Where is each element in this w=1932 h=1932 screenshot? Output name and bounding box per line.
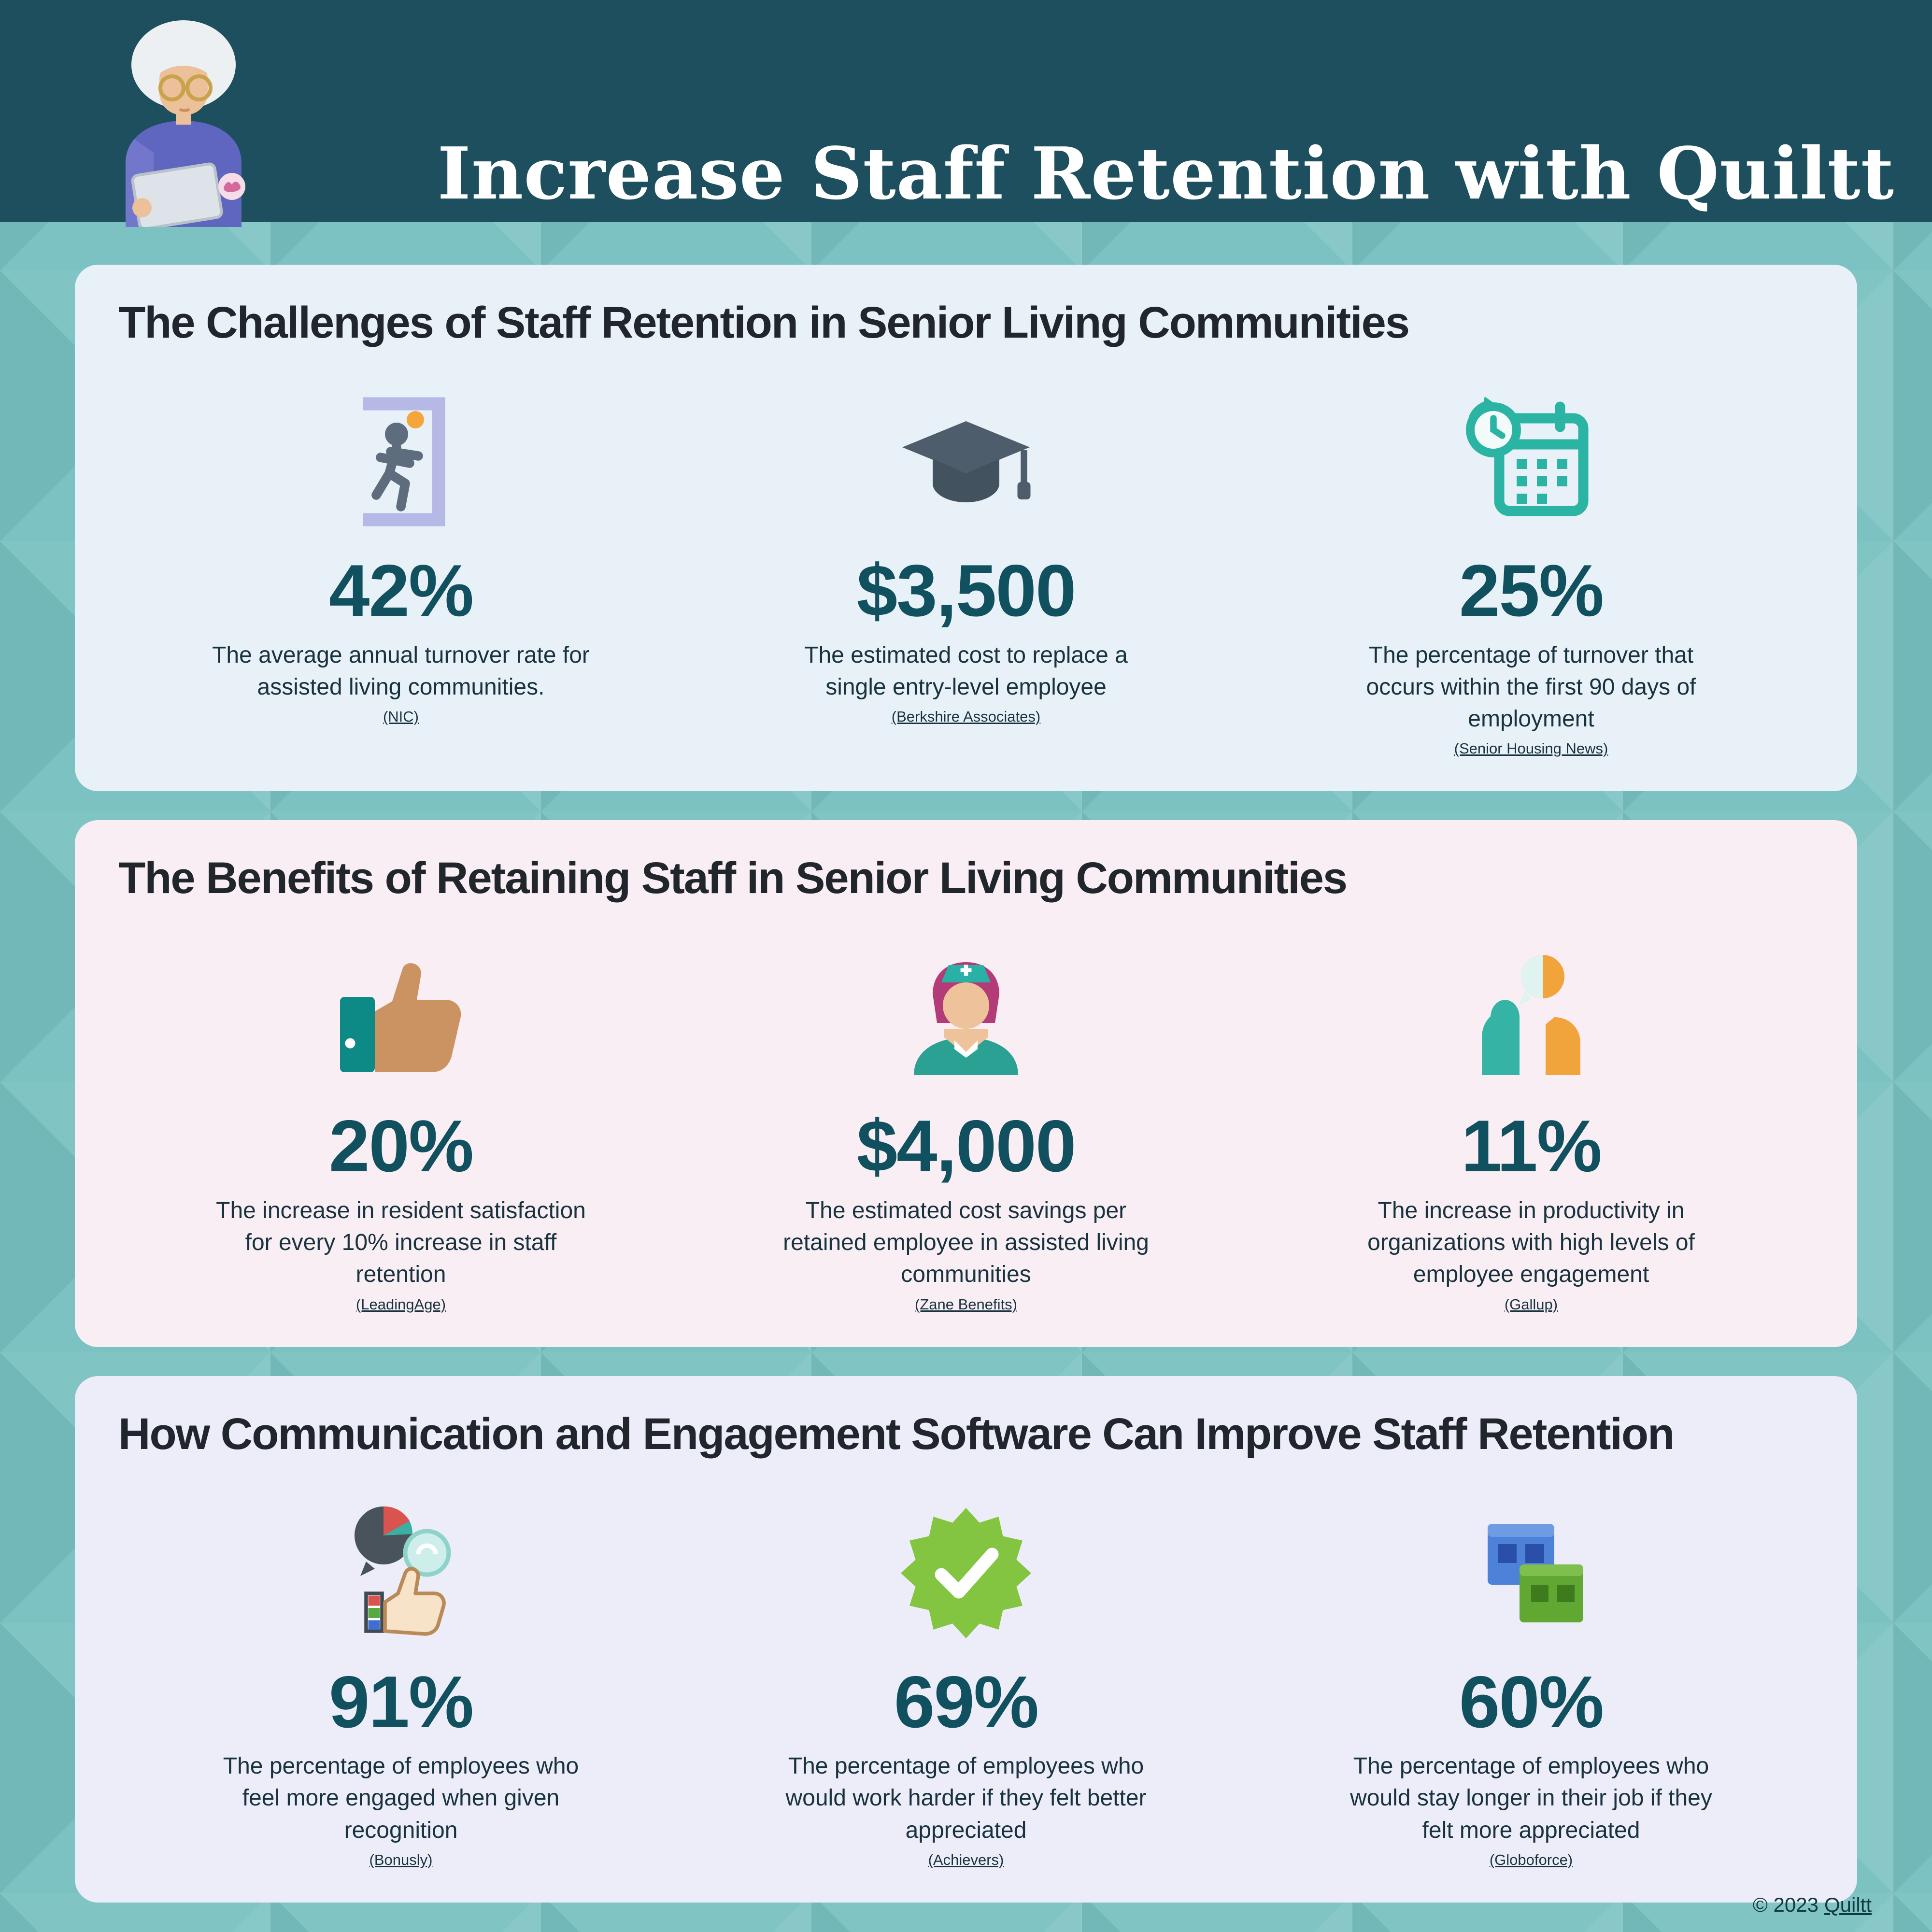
stat-cost-savings: $4,000 The estimated cost savings per re… <box>683 938 1249 1313</box>
conversation-icon <box>1459 938 1604 1090</box>
section-software: How Communication and Engagement Softwar… <box>75 1376 1857 1903</box>
section-benefits: The Benefits of Retaining Staff in Senio… <box>75 820 1857 1347</box>
stat-value: 11% <box>1461 1105 1602 1188</box>
stat-description: The percentage of employees who feel mor… <box>223 1753 579 1843</box>
stat-source-link[interactable]: (LeadingAge) <box>355 1295 446 1313</box>
section-software-title: How Communication and Engagement Softwar… <box>118 1409 1675 1459</box>
nurse-icon <box>894 938 1038 1090</box>
stat-work-harder: 69% The percentage of employees who woul… <box>683 1493 1249 1869</box>
footer: © 2023 Quiltt <box>1753 1893 1872 1917</box>
stat-description: The average annual turnover rate for ass… <box>212 642 590 700</box>
section-benefits-title: The Benefits of Retaining Staff in Senio… <box>118 853 1348 903</box>
stat-stay-longer: 60% The percentage of employees who woul… <box>1249 1493 1814 1869</box>
stat-source-link[interactable]: (Bonusly) <box>369 1851 433 1868</box>
stat-turnover-rate: 42% The average annual turnover rate for… <box>118 382 683 757</box>
caregiver-illustration <box>82 14 285 230</box>
stat-source-link[interactable]: (NIC) <box>383 708 419 725</box>
exit-door-icon <box>328 382 473 534</box>
stat-description: The estimated cost to replace a single e… <box>804 642 1128 700</box>
badge-check-icon <box>894 1493 1038 1646</box>
stats-row: 91% The percentage of employees who feel… <box>118 1493 1814 1869</box>
stat-source-link[interactable]: (Berkshire Associates) <box>891 708 1041 725</box>
section-challenges-title: The Challenges of Staff Retention in Sen… <box>118 298 1410 347</box>
stat-source-link[interactable]: (Zane Benefits) <box>915 1295 1017 1313</box>
quiltt-link[interactable]: Quiltt <box>1824 1893 1872 1916</box>
stats-row: 20% The increase in resident satisfactio… <box>118 938 1814 1313</box>
stat-description: The increase in productivity in organiza… <box>1367 1197 1695 1288</box>
stat-value: $4,000 <box>856 1105 1077 1188</box>
page-title: Increase Staff Retention with Quiltt <box>437 131 1894 215</box>
stat-description: The percentage of employees who would st… <box>1350 1753 1712 1843</box>
stat-90-day-turnover: 25% The percentage of turnover that occu… <box>1249 382 1814 757</box>
calendar-clock-icon <box>1459 382 1604 534</box>
stat-source-link[interactable]: (Achievers) <box>928 1851 1004 1868</box>
stat-source-link[interactable]: (Globoforce) <box>1489 1851 1573 1868</box>
section-challenges: The Challenges of Staff Retention in Sen… <box>75 265 1857 792</box>
stat-resident-satisfaction: 20% The increase in resident satisfactio… <box>118 938 683 1313</box>
copyright-text: © 2023 <box>1752 1893 1818 1916</box>
stat-replacement-cost: $3,500 The estimated cost to replace a s… <box>683 382 1249 757</box>
stat-source-link[interactable]: (Senior Housing News) <box>1454 740 1608 757</box>
stat-description: The estimated cost savings per retained … <box>783 1197 1149 1288</box>
stat-description: The percentage of turnover that occurs w… <box>1366 642 1696 732</box>
recognition-icon <box>328 1493 473 1646</box>
buildings-icon <box>1459 1493 1604 1646</box>
stat-value: 20% <box>328 1105 474 1188</box>
stat-value: 25% <box>1459 550 1604 632</box>
stat-value: 69% <box>894 1661 1039 1743</box>
stat-value: 42% <box>328 550 474 632</box>
stat-description: The percentage of employees who would wo… <box>785 1753 1147 1843</box>
stat-value: 91% <box>328 1661 474 1743</box>
stat-value: $3,500 <box>856 550 1077 632</box>
stat-productivity: 11% The increase in productivity in orga… <box>1249 938 1814 1313</box>
stat-source-link[interactable]: (Gallup) <box>1504 1295 1558 1313</box>
content: The Challenges of Staff Retention in Sen… <box>0 222 1932 1903</box>
header: Increase Staff Retention with Quiltt <box>0 0 1932 230</box>
stat-recognition-engagement: 91% The percentage of employees who feel… <box>118 1493 683 1869</box>
stat-value: 60% <box>1459 1661 1604 1743</box>
stat-description: The increase in resident satisfaction fo… <box>216 1197 586 1288</box>
stats-row: 42% The average annual turnover rate for… <box>118 382 1814 757</box>
graduation-cap-icon <box>894 382 1038 534</box>
thumbs-up-icon <box>328 938 473 1090</box>
